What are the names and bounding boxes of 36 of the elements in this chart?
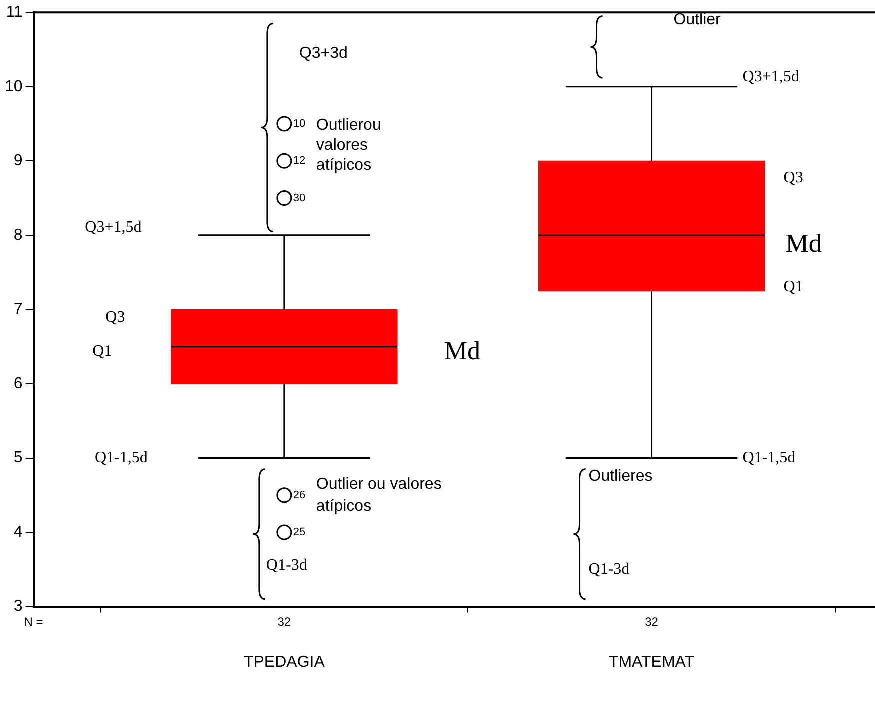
annotation: Q1 (92, 343, 112, 360)
annotation: 30 (293, 192, 306, 204)
annotation: Q1 (784, 278, 804, 296)
y-tick-label: 9 (14, 152, 23, 170)
annotation: Outlier (674, 11, 722, 28)
text: N = (24, 615, 44, 630)
y-tick-label: 6 (14, 375, 23, 392)
annotation: 12 (293, 155, 306, 168)
text: 32 (278, 615, 292, 630)
annotation: Q3+1,5d (742, 68, 800, 86)
annotation: Md (444, 336, 480, 366)
annotation: Q1-3d (266, 557, 308, 574)
annotation: 25 (293, 526, 306, 539)
annotation: Q1-1,5d (742, 449, 796, 466)
annotation: Q3 (784, 169, 804, 186)
y-tick-label: 11 (6, 4, 23, 22)
annotation: Outlierou valores atípicos (316, 116, 382, 174)
text: 32 (645, 615, 659, 630)
y-tick-label: 5 (14, 450, 23, 467)
y-tick-label: 7 (14, 301, 23, 318)
annotation: Q3+3d (299, 44, 348, 62)
annotation: Outlier ou valores atípicos (316, 476, 442, 515)
annotation: Q3 (106, 309, 126, 326)
y-tick-label: 3 (14, 598, 23, 616)
x-tick-label: TMATEMAT (608, 654, 695, 671)
annotation: Q3+1,5d (85, 219, 142, 236)
y-tick-label: 4 (14, 524, 23, 541)
annotation: 10 (293, 118, 306, 130)
annotation: Q1-3d (588, 560, 630, 578)
annotation: Md (786, 228, 822, 258)
annotation: 26 (293, 489, 306, 502)
y-tick-label: 8 (14, 226, 23, 244)
annotation: Q1-1,5d (94, 449, 148, 466)
x-tick-label: TPEDAGIA (244, 654, 326, 671)
annotation: Outlieres (588, 468, 653, 486)
y-tick-label: 10 (5, 78, 23, 96)
